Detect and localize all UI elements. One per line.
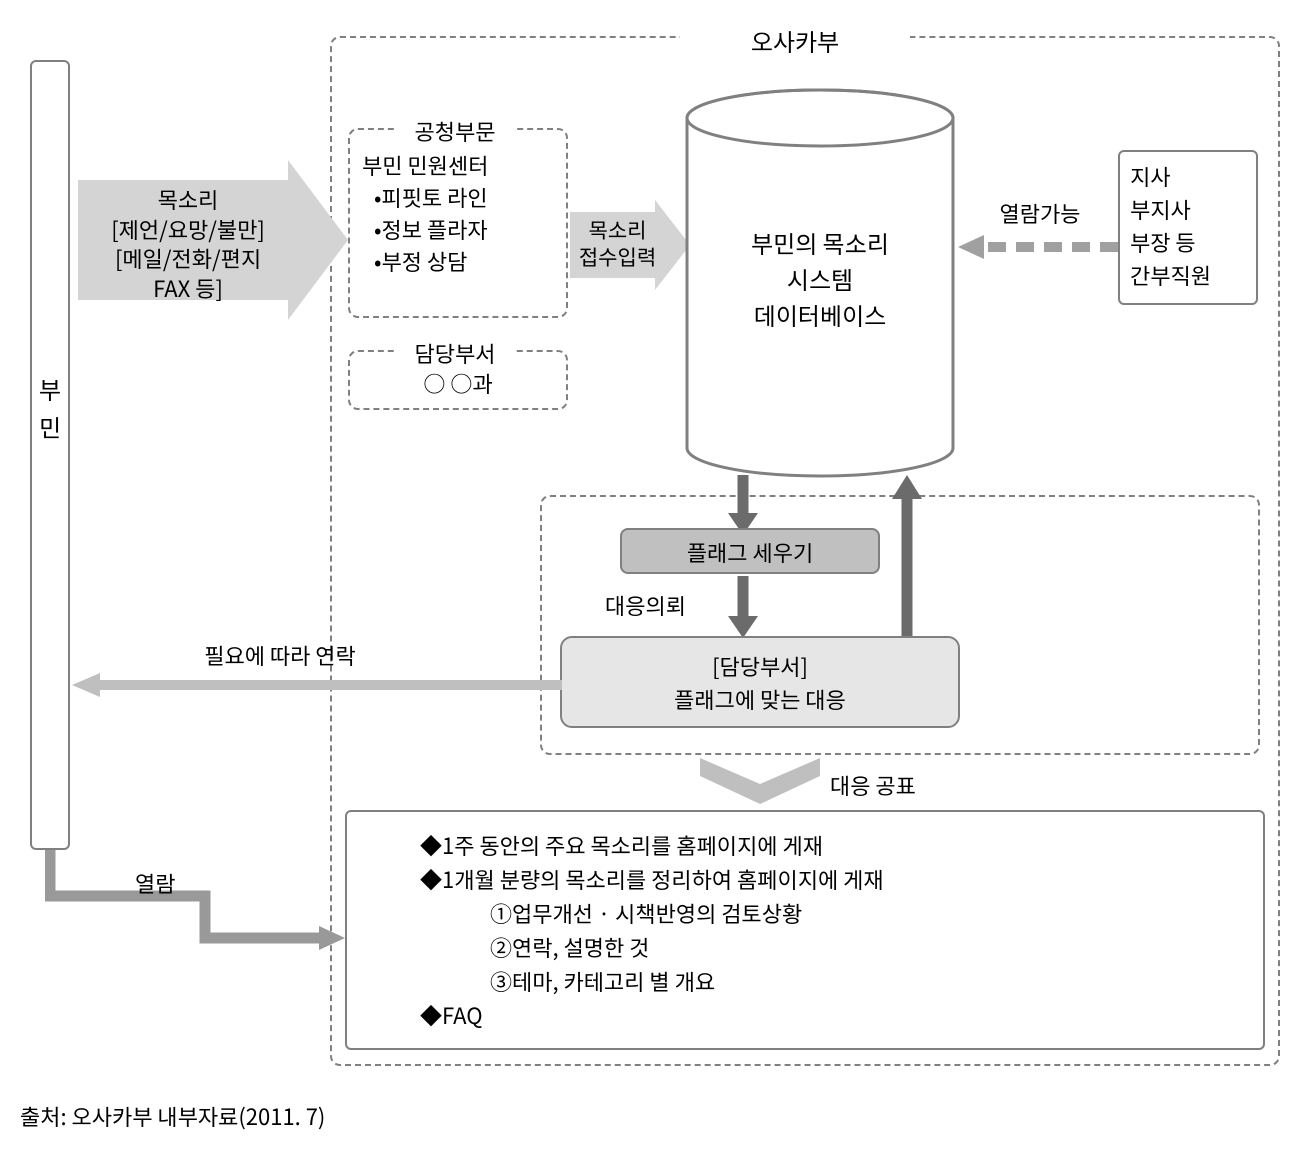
pub-n2: ②연락, 설명한 것 [420,930,1240,964]
exec-text: 지사 부지사 부장 등 간부직원 [1130,160,1250,292]
actor-box [30,60,70,850]
view-arrow [45,850,345,950]
input-line2: 접수입력 [570,244,665,271]
source-text: 출처: 오사카부 내부자료(2011. 7) [20,1100,325,1132]
publish-content: ◆1주 동안의 주요 목소리를 홈페이지에 게재 ◆1개월 분량의 목소리를 정… [420,828,1240,1033]
viewable-arrow [958,232,1118,262]
voice-line3: [메일/전화/편지 [88,244,288,274]
voice-line2: [제언/요망/불만] [88,215,288,245]
input-arrow-text: 목소리 접수입력 [570,217,665,272]
pub-n1: ①업무개선 · 시책반영의 검토상황 [420,896,1240,930]
hearing-content: 부민 민원센터 •피핏토 라인 •정보 플라자 •부정 상담 [362,150,562,278]
request-label: 대응의뢰 [605,590,686,621]
pub-n3: ③테마, 카테고리 별 개요 [420,964,1240,998]
contact-arrow [72,672,562,698]
db-line2: 시스템 [685,261,955,297]
publish-label: 대응 공표 [830,770,916,801]
db-line1: 부민의 목소리 [685,225,955,261]
db-line3: 데이터베이스 [685,297,955,333]
contact-label: 필요에 따라 연락 [170,640,390,671]
exec-l2: 부지사 [1130,193,1250,226]
exec-l4: 간부직원 [1130,259,1250,292]
dept-title: 담당부서 [395,338,515,369]
hearing-center: 부민 민원센터 [362,150,562,182]
resp-l1: [담당부서] [560,650,960,683]
exec-l1: 지사 [1130,160,1250,193]
hearing-b1: •피핏토 라인 [362,182,562,214]
publish-chevron [700,758,820,804]
db-down-arrow [726,475,760,535]
voice-line4: FAX 등] [88,274,288,304]
hearing-b3: •부정 상담 [362,246,562,278]
viewable-label: 열람가능 [980,198,1100,229]
response-text: [담당부서] 플래그에 맞는 대응 [560,650,960,716]
flag-text: 플래그 세우기 [620,536,880,568]
exec-l3: 부장 등 [1130,226,1250,259]
dept-body: ○ ○과 [348,368,568,399]
voice-arrow-text: 목소리 [제언/요망/불만] [메일/전화/편지 FAX 등] [88,185,288,304]
actor-label: 부 민 [30,370,70,447]
pub-b1: ◆1주 동안의 주요 목소리를 홈페이지에 게재 [420,828,1240,862]
database-text: 부민의 목소리 시스템 데이터베이스 [685,225,955,333]
pub-b3: ◆FAQ [420,998,1240,1032]
input-line1: 목소리 [570,217,665,244]
view-label: 열람 [135,868,175,899]
flag-down-arrow [726,576,760,638]
osaka-title: 오사카부 [680,24,910,58]
resp-l2: 플래그에 맞는 대응 [560,683,960,716]
voice-line1: 목소리 [88,185,288,215]
hearing-title: 공청부문 [395,116,515,147]
pub-b2: ◆1개월 분량의 목소리를 정리하여 홈페이지에 게재 [420,862,1240,896]
hearing-b2: •정보 플라자 [362,214,562,246]
up-arrow [890,475,924,637]
